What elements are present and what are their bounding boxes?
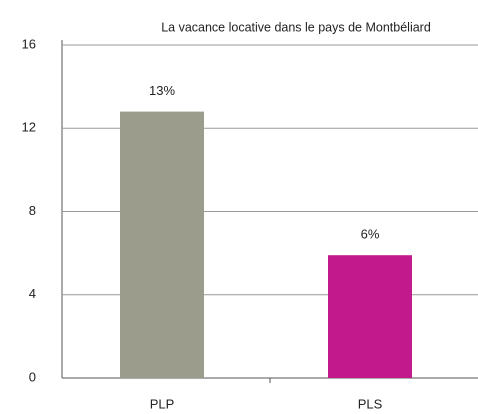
y-tick-label: 12 — [22, 120, 36, 135]
bar — [328, 255, 412, 378]
data-label: 13% — [149, 83, 175, 98]
bar — [120, 111, 204, 378]
x-tick-label: PLP — [150, 396, 175, 411]
data-label: 6% — [361, 227, 380, 242]
y-tick-label: 4 — [29, 286, 36, 301]
y-tick-label: 0 — [29, 369, 36, 384]
chart-title: La vacance locative dans le pays de Mont… — [161, 20, 431, 34]
y-tick-label: 16 — [22, 36, 36, 51]
y-tick-label: 8 — [29, 203, 36, 218]
x-tick-label: PLS — [358, 396, 383, 411]
